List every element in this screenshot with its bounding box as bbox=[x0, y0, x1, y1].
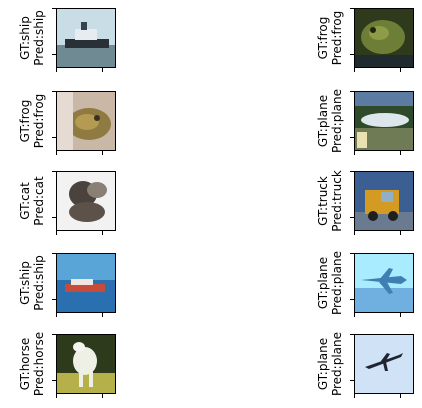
plane-image bbox=[354, 253, 414, 313]
plane-image bbox=[354, 91, 414, 151]
panel-plane-3: GT:plane Pred:plane bbox=[316, 332, 414, 398]
panel-plane-2: GT:plane Pred:plane bbox=[316, 251, 414, 317]
cat-image bbox=[56, 171, 116, 231]
gt-label: GT:frog bbox=[316, 16, 330, 60]
gt-label: GT:plane bbox=[316, 94, 330, 148]
pred-label: Pred:plane bbox=[330, 250, 344, 316]
pred-label: Pred:plane bbox=[330, 331, 344, 397]
gt-label: GT:plane bbox=[316, 337, 330, 391]
pred-label: Pred:frog bbox=[330, 10, 344, 66]
gt-label: GT:truck bbox=[316, 176, 330, 226]
panel-label: GT:frog Pred:frog bbox=[312, 8, 348, 68]
panel-ship-1: GT:ship Pred:ship bbox=[18, 8, 116, 72]
frog-image bbox=[56, 91, 116, 151]
panel-label: GT:frog Pred:frog bbox=[14, 91, 50, 151]
panel-label: GT:ship Pred:ship bbox=[14, 253, 50, 313]
ship-image bbox=[56, 8, 116, 68]
panel-ship-2: GT:ship Pred:ship bbox=[18, 253, 116, 317]
horse-image bbox=[56, 334, 116, 394]
panel-frog-2: GT:frog Pred:frog bbox=[18, 91, 116, 155]
panel-label: GT:cat Pred:cat bbox=[14, 171, 50, 231]
gt-label: GT:cat bbox=[18, 182, 32, 220]
gt-label: GT:ship bbox=[18, 261, 32, 305]
gt-label: GT:horse bbox=[18, 337, 32, 391]
pred-label: Pred:horse bbox=[32, 331, 46, 397]
pred-label: Pred:frog bbox=[32, 93, 46, 149]
pred-label: Pred:ship bbox=[32, 10, 46, 66]
ship-image bbox=[56, 253, 116, 313]
frog-image bbox=[354, 8, 414, 68]
pred-label: Pred:cat bbox=[32, 176, 46, 226]
panel-frog-1: GT:frog Pred:frog bbox=[316, 8, 414, 72]
plane-image bbox=[354, 334, 414, 394]
pred-label: Pred:plane bbox=[330, 88, 344, 154]
panel-cat: GT:cat Pred:cat bbox=[18, 171, 116, 235]
panel-label: GT:plane Pred:plane bbox=[312, 331, 348, 397]
panel-label: GT:truck Pred:truck bbox=[312, 170, 348, 232]
pred-label: Pred:truck bbox=[330, 170, 344, 232]
gt-label: GT:ship bbox=[18, 16, 32, 60]
panel-horse: GT:horse Pred:horse bbox=[18, 332, 116, 398]
pred-label: Pred:ship bbox=[32, 255, 46, 311]
truck-image bbox=[354, 171, 414, 231]
gt-label: GT:plane bbox=[316, 256, 330, 310]
gt-label: GT:frog bbox=[18, 99, 32, 143]
panel-label: GT:plane Pred:plane bbox=[312, 250, 348, 316]
panel-label: GT:ship Pred:ship bbox=[14, 8, 50, 68]
panel-label: GT:horse Pred:horse bbox=[14, 331, 50, 397]
panel-truck: GT:truck Pred:truck bbox=[316, 170, 414, 235]
panel-label: GT:plane Pred:plane bbox=[312, 88, 348, 154]
panel-plane-1: GT:plane Pred:plane bbox=[316, 89, 414, 155]
